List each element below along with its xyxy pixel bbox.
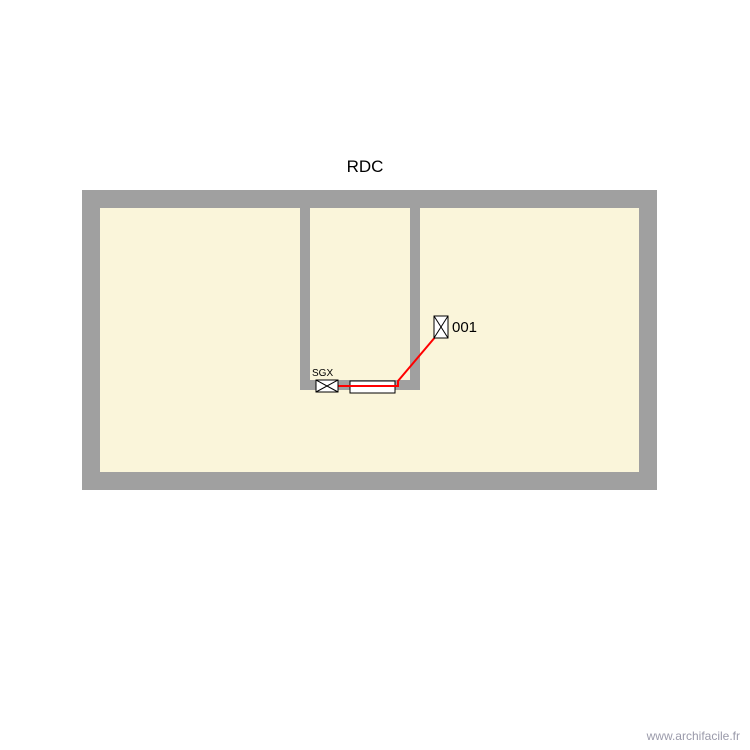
alcove-floor (310, 208, 410, 380)
watermark: www.archifacile.fr (646, 729, 740, 743)
sgx-label: SGX (312, 368, 333, 379)
alcove-wall-left (300, 190, 310, 390)
box-001-label: 001 (452, 319, 477, 336)
plan-title: RDC (347, 157, 384, 176)
